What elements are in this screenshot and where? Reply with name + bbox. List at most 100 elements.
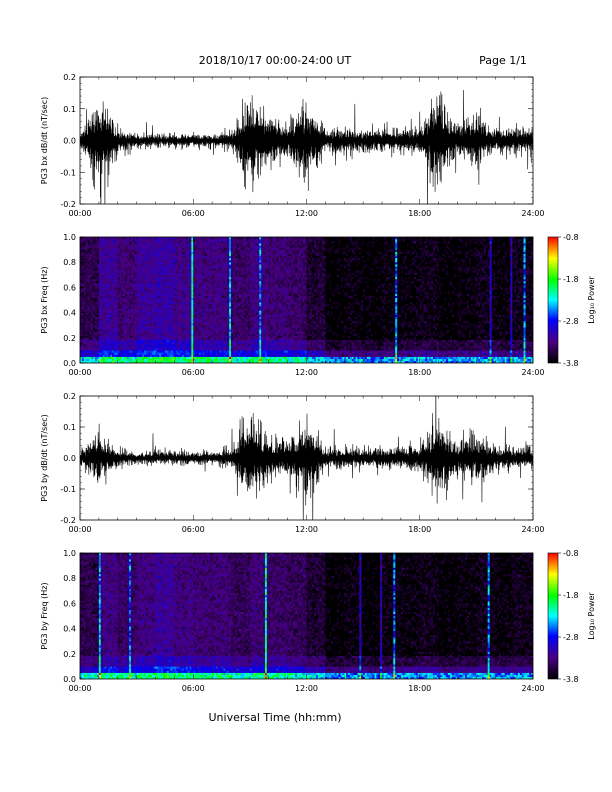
heatmap-cell <box>113 291 117 294</box>
heatmap-cell <box>183 285 186 288</box>
heatmap-cell <box>204 293 207 296</box>
heatmap-cell <box>210 274 213 278</box>
heatmap-cell <box>108 258 111 261</box>
heatmap-cell <box>219 304 222 307</box>
heatmap-cell <box>144 354 147 357</box>
panels-group: 0.20.10.0-0.1-0.200:00 06:00 12:00 18:00 24:… <box>40 73 596 693</box>
heatmap-cell <box>115 329 118 332</box>
heatmap-cell <box>136 266 139 269</box>
heatmap-cell <box>217 312 220 315</box>
heatmap-cell <box>215 258 218 261</box>
heatmap-cell <box>219 249 222 252</box>
heatmap-cell <box>164 323 168 326</box>
heatmap-cell <box>151 360 154 363</box>
heatmap-cell <box>127 354 130 357</box>
heatmap-cell <box>140 339 143 343</box>
heatmap-cell <box>202 249 205 252</box>
heatmap-cell <box>138 356 141 359</box>
heatmap-cell <box>85 255 88 259</box>
heatmap-cell <box>172 245 175 248</box>
heatmap-cell <box>225 270 228 273</box>
heatmap-cell <box>102 272 105 275</box>
heatmap-cell <box>108 304 111 307</box>
heatmap-cell <box>183 352 186 355</box>
heatmap-cell <box>142 323 145 326</box>
heatmap-cell <box>95 325 98 328</box>
heatmap-cell <box>215 247 218 250</box>
heatmap-cell <box>113 335 117 338</box>
heatmap-cell <box>113 325 117 328</box>
heatmap-cell <box>81 331 84 334</box>
heatmap-cell <box>102 258 105 261</box>
heatmap-cell <box>221 262 224 265</box>
heatmap-cell <box>87 318 90 322</box>
heatmap-cell <box>123 358 126 362</box>
heatmap-cell <box>200 358 203 362</box>
heatmap-cell <box>210 245 213 248</box>
heatmap-cell <box>215 306 218 309</box>
heatmap-cell <box>83 291 86 294</box>
heatmap-cell <box>153 335 156 338</box>
heatmap-cell <box>232 329 235 332</box>
heatmap-cell <box>204 339 207 343</box>
heatmap-cell <box>157 323 160 326</box>
heatmap-cell <box>189 266 192 269</box>
heatmap-cell <box>183 287 186 290</box>
heatmap-cell <box>93 237 96 240</box>
heatmap-cell <box>174 285 177 288</box>
heatmap-cell <box>176 283 179 286</box>
heatmap-cell <box>181 274 185 278</box>
heatmap-cell <box>185 358 188 362</box>
heatmap-cell <box>161 304 164 307</box>
heatmap-cell <box>113 241 117 244</box>
heatmap-cell <box>208 306 211 309</box>
heatmap-cell <box>110 274 113 278</box>
heatmap-cell <box>83 352 86 355</box>
heatmap-cell <box>112 274 115 278</box>
heatmap-cell <box>217 245 220 248</box>
heatmap-cell <box>198 237 201 240</box>
heatmap-cell <box>170 325 173 328</box>
heatmap-cell <box>83 358 86 362</box>
heatmap-cell <box>214 329 217 332</box>
heatmap-cell <box>136 358 139 362</box>
heatmap-cell <box>95 358 98 362</box>
heatmap-cell <box>210 346 213 349</box>
heatmap-cell <box>96 335 100 338</box>
heatmap-cell <box>112 243 115 246</box>
heatmap-cell <box>214 264 217 267</box>
heatmap-cell <box>129 325 132 328</box>
heatmap-cell <box>215 312 218 315</box>
heatmap-cell <box>231 308 234 311</box>
heatmap-cell <box>146 316 149 320</box>
heatmap-cell <box>125 287 128 290</box>
heatmap-cell <box>229 360 232 363</box>
heatmap-cell <box>206 337 209 341</box>
heatmap-cell <box>159 314 162 317</box>
heatmap-cell <box>231 293 234 296</box>
heatmap-cell <box>89 241 92 244</box>
heatmap-cell <box>89 291 92 294</box>
heatmap-cell <box>123 337 126 341</box>
heatmap-cell <box>136 308 139 311</box>
heatmap-cell <box>166 344 169 347</box>
heatmap-cell <box>95 266 98 269</box>
heatmap-cell <box>195 262 198 265</box>
heatmap-cell <box>149 247 152 250</box>
heatmap-cell <box>210 344 213 347</box>
heatmap-cell <box>151 356 154 359</box>
heatmap-cell <box>136 255 139 259</box>
heatmap-cell <box>153 302 156 305</box>
heatmap-cell <box>178 346 181 349</box>
heatmap-cell <box>189 323 192 326</box>
heatmap-cell <box>129 327 132 330</box>
heatmap-cell <box>200 300 203 303</box>
heatmap-cell <box>146 327 149 330</box>
heatmap-cell <box>110 300 113 303</box>
heatmap-cell <box>104 300 107 303</box>
heatmap-cell <box>91 302 94 305</box>
heatmap-cell <box>100 291 103 294</box>
y-tick-label: -0.2 <box>60 200 76 209</box>
heatmap-cell <box>214 266 217 269</box>
heatmap-cell <box>121 318 124 322</box>
